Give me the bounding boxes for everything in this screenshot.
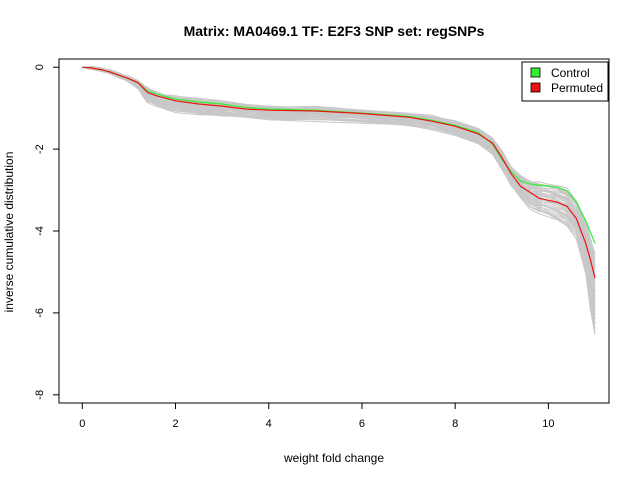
permutation-line bbox=[82, 66, 596, 335]
legend-swatch-permuted bbox=[530, 82, 541, 93]
y-axis: 0 -2 -4 -6 -8 bbox=[34, 64, 60, 400]
x-axis-label: weight fold change bbox=[283, 451, 384, 465]
permutation-line bbox=[82, 66, 596, 255]
legend-label-control: Control bbox=[551, 66, 590, 80]
permutation-line bbox=[82, 66, 596, 329]
y-tick-label: 0 bbox=[34, 64, 46, 70]
x-tick-label: 6 bbox=[359, 418, 365, 430]
permutation-line bbox=[82, 66, 596, 324]
legend-swatch-control bbox=[530, 67, 541, 78]
x-tick-label: 4 bbox=[266, 418, 272, 430]
y-axis-label: inverse cumulative distribution bbox=[2, 152, 16, 313]
y-tick-label: -4 bbox=[34, 226, 46, 236]
x-tick-label: 10 bbox=[542, 418, 554, 430]
x-tick-label: 2 bbox=[172, 418, 178, 430]
legend-label-permuted: Permuted bbox=[551, 81, 603, 95]
x-tick-label: 0 bbox=[79, 418, 85, 430]
series-lines bbox=[82, 66, 596, 279]
y-tick-label: -8 bbox=[34, 390, 46, 400]
y-tick-label: -2 bbox=[34, 144, 46, 154]
x-tick-label: 8 bbox=[452, 418, 458, 430]
legend: Control Permuted bbox=[521, 61, 609, 102]
series-line-permuted bbox=[82, 66, 596, 279]
x-axis: 0 2 4 6 8 10 bbox=[79, 402, 555, 430]
y-tick-label: -6 bbox=[34, 308, 46, 318]
permutation-line bbox=[82, 66, 596, 334]
permutation-lines bbox=[82, 65, 596, 335]
chart-title: Matrix: MA0469.1 TF: E2F3 SNP set: regSN… bbox=[184, 23, 485, 39]
